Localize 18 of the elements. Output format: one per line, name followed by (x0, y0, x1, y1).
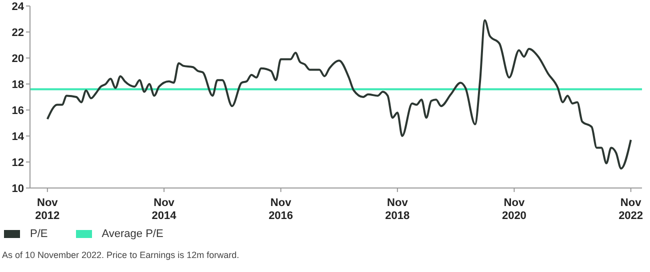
legend-label: Average P/E (102, 228, 164, 240)
x-tick-label: Nov 2014 (152, 197, 178, 222)
y-tick-label: 14 (12, 130, 25, 143)
y-tick-label: 20 (12, 52, 24, 65)
text: As of 10 November 2022. Price to Earnings is 12m forward. (1, 250, 240, 260)
x-tick-label: Nov 2018 (385, 197, 410, 222)
x-tick-label: Nov 2022 (618, 197, 644, 222)
x-tick-label: Nov 2020 (502, 197, 526, 222)
legend-label: P/E (30, 228, 48, 240)
y-tick-label: 18 (12, 78, 24, 91)
y-tick-label: 10 (12, 182, 24, 195)
y-tick-label: 24 (12, 0, 25, 13)
x-tick-label: Nov 2016 (268, 197, 294, 222)
y-tick-label: 12 (12, 156, 24, 169)
line-series (46, 19, 632, 170)
y-tick-label: 22 (12, 26, 24, 39)
y-tick-label: 16 (12, 104, 24, 117)
x-tick-label: Nov 2012 (35, 197, 60, 222)
